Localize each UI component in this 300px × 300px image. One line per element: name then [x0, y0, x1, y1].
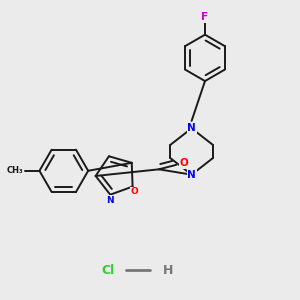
Text: H: H: [163, 264, 173, 277]
Text: N: N: [187, 170, 196, 180]
Text: N: N: [187, 123, 196, 133]
Text: Cl: Cl: [102, 264, 115, 277]
Text: CH₃: CH₃: [7, 166, 23, 175]
Text: F: F: [201, 12, 208, 22]
Text: N: N: [106, 196, 114, 205]
Text: O: O: [179, 158, 188, 168]
Text: O: O: [130, 188, 138, 196]
